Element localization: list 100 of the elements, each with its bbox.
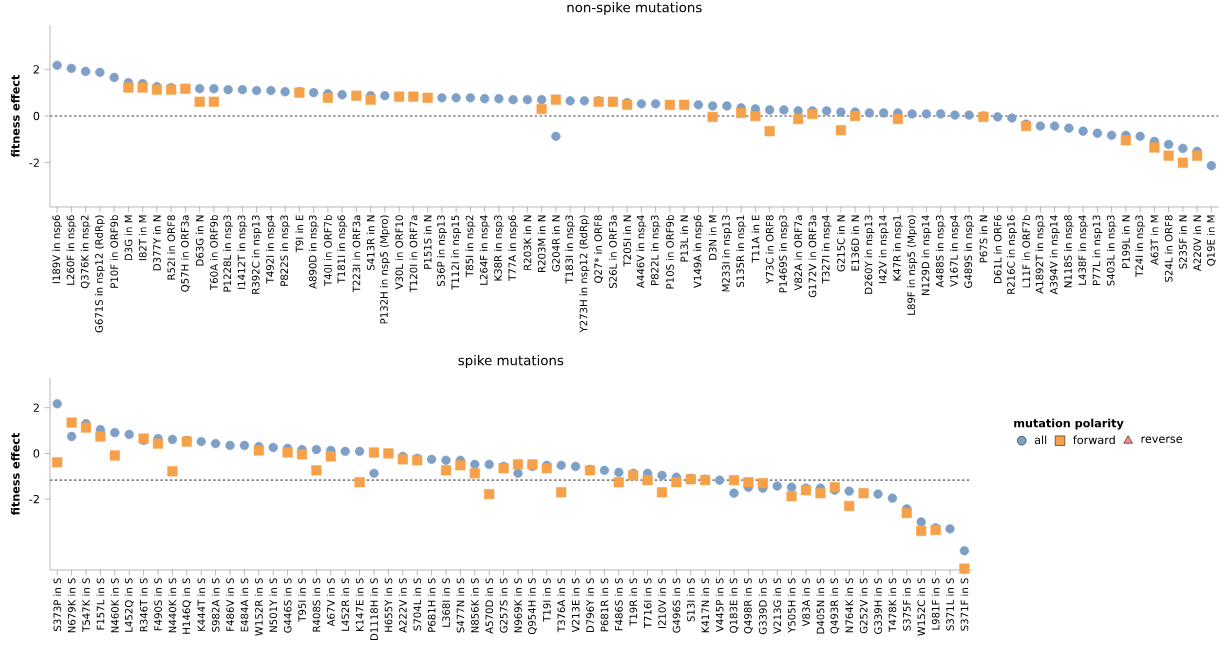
x-tick-label: V83A in S <box>802 578 810 627</box>
x-tick-label: T120I in ORF7a <box>409 215 418 293</box>
x-tick-label: W152R in S <box>254 578 263 636</box>
x-tick-label: D63G in N <box>195 215 204 266</box>
x-tick-label: S477N in S <box>456 578 465 633</box>
point <box>728 475 740 486</box>
x-tick-label: A488S in nsp3 <box>935 215 946 288</box>
x-tick-label: S371F in S <box>960 578 969 631</box>
point <box>844 500 855 512</box>
x-tick-label: L438F in nsp4 <box>1078 215 1089 285</box>
x-tick-label: W152C in S <box>917 578 926 636</box>
x-tick-label: S371L in S <box>946 578 954 631</box>
x-tick-label: S24L in ORF8 <box>1164 215 1173 282</box>
x-tick-label: V149A in nsp6 <box>693 215 704 288</box>
x-tick-label: T85I in nsp2 <box>465 215 476 277</box>
x-tick-label: D405N in S <box>816 578 825 634</box>
x-tick-label: P822L in nsp3 <box>650 215 661 285</box>
x-tick-label: L11F in ORF7b <box>1022 215 1031 288</box>
x-tick-label: S26L in ORF3a <box>608 215 617 289</box>
x-tick-label: V167L in nsp4 <box>949 215 960 287</box>
x-tick-label: T716I in S <box>643 578 652 629</box>
y-tick-label: 0 <box>33 111 40 121</box>
x-tick-label: R216C in nsp16 <box>1006 215 1017 294</box>
x-tick-label: S373P in S <box>53 578 62 631</box>
x-tick-label: T11A in E <box>751 215 760 263</box>
point <box>512 459 524 470</box>
point <box>850 110 861 122</box>
x-tick-label: E484A in S <box>240 578 249 632</box>
x-tick-label: T112I in nsp15 <box>451 215 462 290</box>
point <box>282 447 293 458</box>
point <box>365 94 376 105</box>
x-tick-label: G496S in S <box>672 578 681 633</box>
x-tick-label: D61L in ORF6 <box>993 215 1002 283</box>
x-tick-label: N129D in nsp14 <box>921 215 932 296</box>
x-tick-label: P77L in nsp13 <box>1092 215 1103 285</box>
point <box>764 126 775 137</box>
x-tick-label: T376A in S <box>557 578 566 633</box>
y-axis-title: fitness effect <box>10 74 20 158</box>
x-tick-label: G204R in N <box>551 215 560 272</box>
point <box>484 489 495 500</box>
point <box>892 113 903 125</box>
x-tick-label: N118S in nsp8 <box>1063 215 1074 288</box>
x-tick-label: A67V in S <box>326 578 335 627</box>
x-tick-label: Q498R in S <box>743 578 753 634</box>
x-tick-label: Q19E in M <box>1206 215 1216 266</box>
x-tick-label: A220V in N <box>1193 215 1202 271</box>
x-tick-label: H655Y in S <box>384 578 393 632</box>
x-tick-label: I1412T in nsp3 <box>237 215 248 289</box>
x-tick-label: L452R in S <box>341 578 350 631</box>
x-tick-label: S235F in N <box>1178 215 1187 269</box>
x-tick-label: Q57H in ORF3a <box>180 215 190 292</box>
x-tick-label: Q376K in nsp2 <box>80 215 91 289</box>
point <box>167 466 178 477</box>
x-tick-label: A570D in S <box>485 578 494 634</box>
point <box>66 417 77 428</box>
x-tick-label: F157L in S <box>96 578 105 630</box>
point <box>707 111 718 122</box>
x-tick-label: Y273H in nsp12 (RdRp) <box>579 215 590 333</box>
x-tick-label: V445P in S <box>715 578 724 632</box>
x-tick-label: P1469S in nsp3 <box>778 215 789 293</box>
point <box>80 422 92 433</box>
x-tick-label: L981F in S <box>931 578 940 630</box>
x-tick-label: G172V in ORF3a <box>808 215 817 298</box>
point <box>1192 150 1203 161</box>
x-tick-label: P1228L in nsp3 <box>223 215 234 292</box>
y-tick-label: 2 <box>33 65 39 74</box>
point <box>750 110 761 122</box>
point <box>786 491 797 502</box>
point <box>455 460 466 471</box>
x-tick-label: G257S in S <box>499 578 508 633</box>
x-tick-label: T183I in nsp3 <box>565 215 576 284</box>
x-tick-label: A222V in S <box>398 578 407 633</box>
point <box>208 96 219 107</box>
x-tick-label: M233I in nsp13 <box>721 215 732 292</box>
x-tick-label: G252V in S <box>859 578 868 634</box>
point <box>95 431 106 442</box>
x-tick-label: T181I in nsp6 <box>337 215 348 284</box>
x-tick-label: G215C in N <box>836 215 845 272</box>
y-tick-label: -2 <box>29 494 39 504</box>
x-tick-label: H146Q in S <box>182 578 192 634</box>
x-tick-label: K147E in S <box>355 578 364 632</box>
x-tick-label: S36P in nsp13 <box>436 215 447 287</box>
point <box>656 487 668 498</box>
x-tick-label: G489S in nsp3 <box>964 215 975 288</box>
x-tick-label: D1118H in S <box>370 578 378 640</box>
x-tick-label: P10S in ORF9b <box>665 215 674 289</box>
x-tick-label: Q183E in S <box>729 578 739 633</box>
x-tick-label: N856K in S <box>470 578 479 633</box>
x-tick-label: D3G in M <box>124 215 133 261</box>
x-tick-label: T223I in ORF3a <box>352 215 361 293</box>
x-tick-label: N969K in S <box>514 578 522 633</box>
legend-title: mutation polarity <box>1014 418 1124 430</box>
point <box>325 451 336 462</box>
x-tick-label: L264F in nsp4 <box>479 215 490 285</box>
x-tick-label: N764K in S <box>845 578 854 633</box>
point <box>613 477 624 488</box>
x-tick-label: F486S in S <box>614 578 623 631</box>
point <box>311 465 322 476</box>
x-tick-label: K38R in nsp3 <box>493 215 504 281</box>
x-tick-label: T24I in nsp3 <box>1135 215 1146 277</box>
